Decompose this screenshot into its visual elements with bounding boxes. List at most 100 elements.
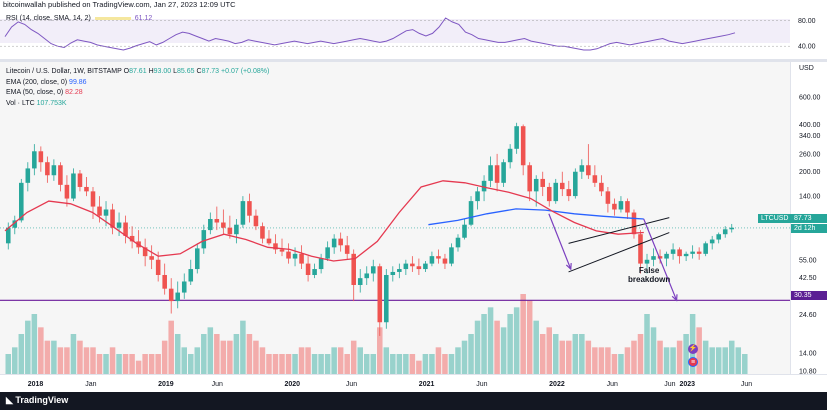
candle-body <box>266 238 272 244</box>
volume-bar <box>292 354 298 374</box>
ohlc-high: 93.00 <box>153 68 172 75</box>
candle-body <box>357 278 363 285</box>
candle-body <box>442 258 448 264</box>
rsi-price-scale[interactable]: 80.00 40.00 <box>790 11 827 59</box>
time-axis-labels: 2018 Jan 2019 Jun 2020 Jun 2021 Jun 2022 Jun Jun 20… <box>28 381 753 388</box>
candle-body <box>423 263 428 270</box>
candle-body <box>664 253 669 259</box>
candle-body <box>19 182 24 221</box>
candle-body <box>638 234 643 264</box>
price-tick-label: 400.00 <box>799 122 821 129</box>
candle-body <box>155 259 161 275</box>
ohlc-l-label: L <box>173 68 178 75</box>
volume-bar <box>468 334 474 374</box>
candle-body <box>5 227 11 244</box>
time-tick-label: Jun <box>346 381 357 388</box>
candle-body <box>625 201 630 213</box>
time-tick-label: 2019 <box>158 381 174 388</box>
candle-body <box>436 256 441 259</box>
ohlc-c-label: C <box>196 68 202 75</box>
price-tick-label: 24.60 <box>799 312 817 319</box>
candle-body <box>514 126 519 149</box>
time-tick-label: Jun <box>476 381 487 388</box>
candle-body <box>273 243 278 250</box>
volume-bar <box>553 334 559 374</box>
candle-body <box>325 247 330 259</box>
us-flag-icon[interactable]: ≡ <box>688 357 698 367</box>
candle-body <box>416 266 422 270</box>
candle-body <box>64 184 70 199</box>
candle-body <box>501 162 506 183</box>
candle-body <box>566 189 572 197</box>
candle-body <box>455 237 461 248</box>
volume-bar <box>77 340 83 374</box>
candle-body <box>729 227 735 230</box>
candle-body <box>599 182 604 192</box>
candle-body <box>32 151 37 169</box>
volume-bar <box>709 347 715 374</box>
time-tick-label: 2023 <box>680 381 696 388</box>
candle-body <box>279 249 285 252</box>
candle-body <box>149 256 154 260</box>
volume-bar <box>122 354 129 374</box>
volume-bar <box>728 340 735 374</box>
volume-bar <box>403 354 409 374</box>
candle-body <box>116 222 122 228</box>
ema200-legend-row: EMA (200, close, 0) 99.86 <box>6 78 269 89</box>
candle-body <box>605 191 611 204</box>
time-tick-label: Jun <box>741 381 752 388</box>
volume-bar <box>70 334 77 374</box>
ohlc-o-label: O <box>123 68 130 75</box>
rsi-line <box>4 17 736 51</box>
volume-bar <box>448 354 455 374</box>
candle-body <box>553 182 559 202</box>
time-axis[interactable]: 2018 Jan 2019 Jun 2020 Jun 2021 Jun 2022 Jun Jun 20… <box>0 374 790 392</box>
candle-body <box>494 165 500 183</box>
candle-body <box>351 253 356 285</box>
volume-bar <box>390 354 396 374</box>
candle-body <box>58 165 63 185</box>
volume-bar <box>546 327 552 374</box>
volume-bar <box>188 354 194 374</box>
volume-bar <box>350 340 357 374</box>
rsi-label: RSI (14, close, SMA, 14, 2) <box>6 15 91 22</box>
candle-body <box>305 263 311 275</box>
publisher-text: bitcoinwallah published on TradingView.c… <box>3 0 236 9</box>
price-tick-label: 14.00 <box>799 351 817 358</box>
candle-body <box>208 219 213 231</box>
volume-bar <box>696 327 702 374</box>
volume-bar <box>592 347 598 374</box>
price-tick-label: 340.00 <box>799 133 821 140</box>
lightning-icon[interactable]: ⚡ <box>688 344 698 354</box>
volume-bar <box>520 294 526 374</box>
arrow-line <box>548 213 572 270</box>
volume-bar <box>487 307 494 374</box>
arrow-head <box>671 294 678 302</box>
pane-separator[interactable] <box>0 59 827 62</box>
rsi-panel[interactable]: RSI (14, close, SMA, 14, 2) 61.12 <box>0 11 790 59</box>
volume-bar <box>135 360 142 374</box>
candle-body <box>573 171 578 197</box>
volume-bar <box>207 327 214 374</box>
volume-bar <box>331 347 337 374</box>
volume-bar <box>683 334 689 374</box>
volume-bar <box>539 334 546 374</box>
candle-body <box>97 206 102 216</box>
candle-body <box>612 203 617 210</box>
axis-corner <box>790 374 827 392</box>
price-tick-label: 260.00 <box>799 151 821 158</box>
volume-bar <box>663 347 670 374</box>
candle-body <box>247 201 252 216</box>
volume-bar <box>5 354 12 374</box>
candle-body <box>618 201 624 210</box>
volume-bar <box>513 307 520 374</box>
candle-body <box>703 243 708 254</box>
candle-body <box>540 178 546 187</box>
volume-bar <box>611 354 618 374</box>
volume-bar <box>90 347 96 374</box>
main-chart-panel[interactable] <box>0 62 790 374</box>
symbol-tag: LTCUSD <box>758 214 792 223</box>
ema50-line <box>4 180 644 262</box>
ohlc-close: 87.73 <box>201 68 220 75</box>
volume-bar <box>305 347 311 374</box>
